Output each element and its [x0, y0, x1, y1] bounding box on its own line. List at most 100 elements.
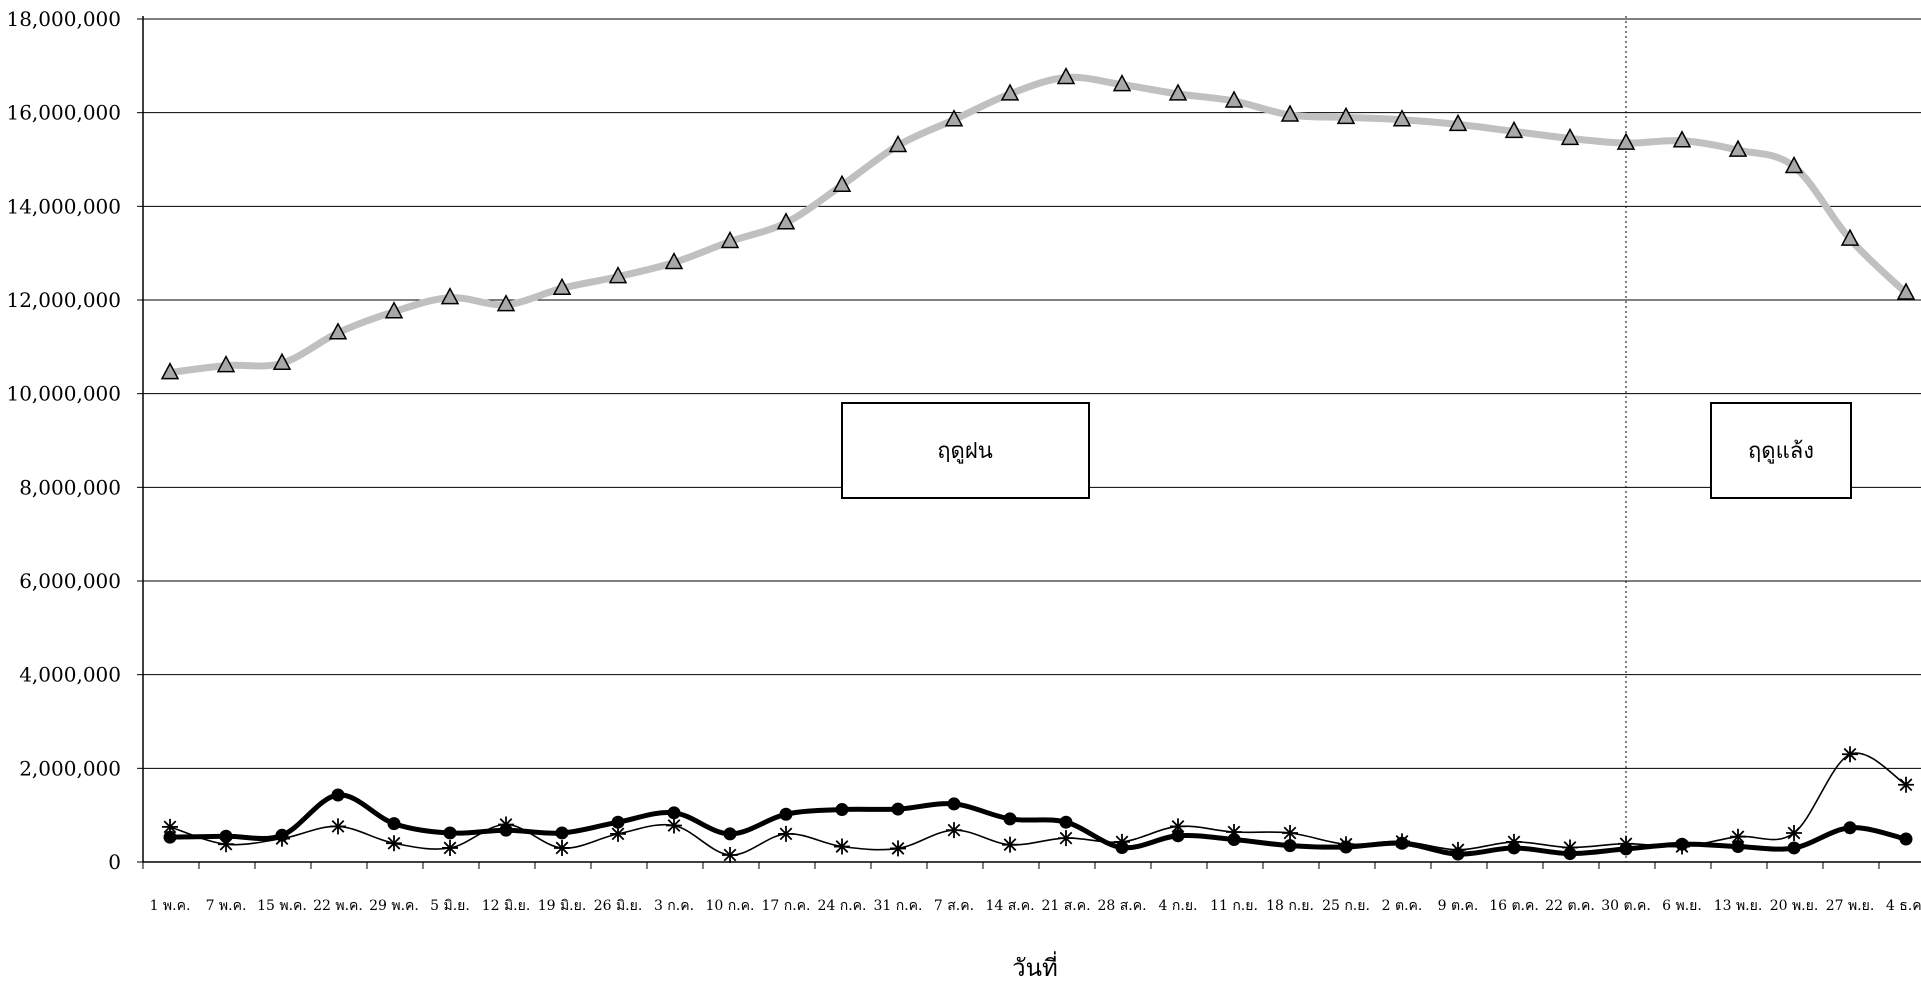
data-point-triangle [1448, 113, 1468, 132]
data-point-asterisk [1562, 839, 1578, 856]
series-layer [160, 66, 1916, 863]
data-point-asterisk [834, 838, 850, 855]
data-point-triangle [1336, 106, 1356, 125]
data-point-asterisk [1114, 833, 1130, 850]
x-tick-label: 20 พ.ย. [1770, 898, 1819, 914]
x-tick-label: 7 พ.ค. [206, 898, 247, 914]
data-point-triangle [720, 230, 740, 249]
data-point-triangle [1784, 155, 1804, 174]
x-tick-label: 26 มิ.ย. [594, 898, 643, 914]
data-point-asterisk [274, 830, 290, 847]
y-tick-label: 4,000,000 [19, 663, 121, 687]
x-tick-label: 24 ก.ค. [817, 898, 866, 914]
axes [142, 16, 1921, 869]
data-point-asterisk [1842, 746, 1858, 763]
data-point-triangle [328, 322, 348, 340]
x-tick-label: 11 ก.ย. [1210, 898, 1258, 914]
data-point-triangle [1560, 127, 1580, 146]
x-tick-label: 22 ต.ค. [1545, 898, 1595, 914]
series-line [166, 73, 1910, 377]
data-point-triangle [1000, 83, 1020, 101]
data-point-circle [1731, 840, 1745, 854]
data-point-circle [947, 797, 961, 811]
data-point-triangle [216, 354, 236, 373]
data-point-asterisk [1058, 830, 1074, 847]
data-point-asterisk [1730, 828, 1746, 845]
data-point-triangle [888, 134, 908, 153]
data-point-circle [1899, 832, 1913, 846]
x-tick-label: 5 มิ.ย. [430, 898, 470, 914]
data-point-triangle [1896, 282, 1916, 300]
x-tick-label: 6 พ.ย. [1662, 898, 1702, 914]
data-point-triangle [1112, 73, 1132, 92]
data-point-triangle [384, 301, 404, 319]
x-tick-label: 14 ส.ค. [985, 898, 1034, 914]
x-tick-label: 2 ต.ค. [1382, 898, 1423, 914]
data-point-asterisk [162, 818, 178, 835]
data-point-triangle [944, 109, 964, 127]
data-point-circle [1003, 812, 1017, 826]
x-tick-label: 1 พ.ค. [150, 898, 191, 914]
data-point-triangle [776, 212, 796, 230]
x-tick-label: 30 ต.ค. [1601, 898, 1651, 914]
data-point-triangle [608, 265, 628, 284]
data-point-asterisk [554, 839, 570, 856]
data-point-triangle [1672, 130, 1692, 148]
dry-season-label: ฤดูแล้ง [1748, 439, 1814, 464]
data-point-circle [835, 803, 849, 817]
x-tick-label: 12 มิ.ย. [482, 898, 531, 914]
x-tick-label: 18 ก.ย. [1266, 898, 1314, 914]
data-point-triangle [1840, 228, 1860, 246]
data-point-asterisk [1394, 833, 1410, 850]
data-point-asterisk [946, 822, 962, 839]
data-point-asterisk [1338, 836, 1354, 853]
x-tick-label: 4 ก.ย. [1159, 898, 1198, 914]
data-point-triangle [1224, 90, 1244, 108]
y-tick-labels: 0 2,000,000 4,000,000 6,000,000 8,000,000 10,… [6, 7, 121, 874]
x-tick-label: 10 ก.ค. [705, 898, 754, 914]
x-tick-label: 19 มิ.ย. [538, 898, 587, 914]
data-point-triangle [160, 361, 180, 380]
data-point-asterisk [778, 825, 794, 842]
data-point-triangle [664, 251, 684, 270]
data-point-circle [331, 788, 345, 802]
x-tick-label: 9 ต.ค. [1438, 898, 1479, 914]
data-point-triangle [1392, 109, 1412, 127]
data-point-circle [1843, 821, 1857, 835]
data-point-asterisk [1898, 776, 1914, 793]
data-point-asterisk [666, 817, 682, 834]
data-point-triangle [1168, 83, 1188, 101]
x-tick-label: 15 พ.ค. [257, 898, 307, 914]
y-tick-label: 2,000,000 [19, 756, 121, 780]
data-point-circle [443, 826, 457, 840]
data-point-triangle [272, 352, 292, 370]
data-point-asterisk [218, 836, 234, 853]
x-tick-label: 31 ก.ค. [873, 898, 922, 914]
data-point-circle [1787, 841, 1801, 855]
x-tick-label: 7 ส.ค. [934, 898, 974, 914]
data-point-asterisk [442, 839, 458, 856]
data-point-asterisk [498, 816, 514, 833]
data-point-circle [1171, 829, 1185, 843]
x-tick-labels: 1 พ.ค. 7 พ.ค. 15 พ.ค. 22 พ.ค. 29 พ.ค. 5 มิ.ย.… [150, 898, 1921, 914]
y-tick-label: 18,000,000 [6, 7, 121, 31]
series-triangle [160, 66, 1916, 380]
x-tick-label: 25 ก.ย. [1322, 898, 1370, 914]
data-point-asterisk [1506, 833, 1522, 850]
y-tick-label: 0 [108, 850, 121, 874]
data-point-triangle [1280, 104, 1300, 122]
data-point-asterisk [610, 825, 626, 842]
data-point-asterisk [1786, 824, 1802, 841]
x-tick-label: 29 พ.ค. [369, 898, 419, 914]
data-point-circle [1059, 815, 1073, 829]
y-tick-label: 10,000,000 [6, 382, 121, 406]
data-point-asterisk [722, 846, 738, 863]
data-point-asterisk [1282, 824, 1298, 841]
data-point-asterisk [1618, 835, 1634, 852]
data-point-circle [1283, 839, 1297, 853]
series-circle [163, 788, 1913, 861]
x-tick-label: 17 ก.ค. [761, 898, 810, 914]
data-point-triangle [1504, 120, 1524, 139]
